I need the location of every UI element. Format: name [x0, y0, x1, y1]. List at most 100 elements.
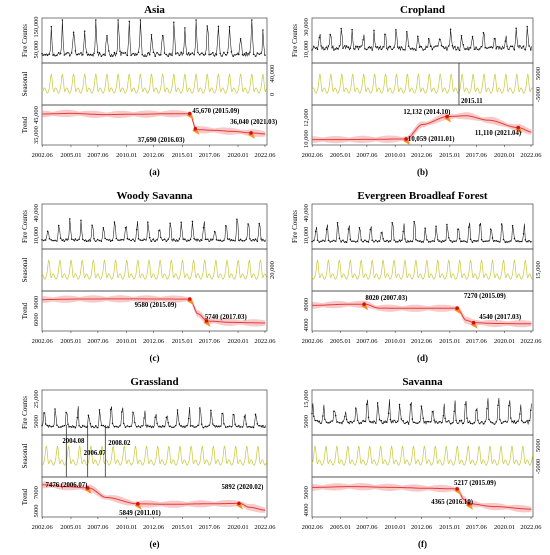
raw-point [221, 55, 223, 57]
raw-point [358, 227, 361, 229]
raw-point [145, 55, 147, 57]
y-tick-label: 10,000 [33, 227, 40, 245]
raw-point [488, 240, 490, 242]
raw-point [126, 54, 129, 57]
raw-point [491, 46, 494, 49]
chart-title: Grassland [130, 376, 178, 388]
raw-point [128, 425, 131, 428]
raw-point [264, 240, 266, 242]
raw-point [258, 424, 260, 427]
break-vline-label: 2015.11 [461, 98, 483, 105]
raw-point [135, 54, 138, 56]
raw-point [85, 240, 88, 243]
raw-point [132, 53, 134, 55]
raw-point [418, 240, 421, 242]
x-tick-label: 2010.01 [385, 152, 406, 159]
raw-point [178, 54, 181, 57]
raw-point [338, 422, 341, 424]
raw-point [311, 240, 313, 243]
raw-point [375, 45, 377, 48]
raw-point [378, 47, 381, 49]
raw-point [489, 46, 492, 49]
raw-point [165, 240, 168, 242]
raw-point [134, 421, 136, 424]
raw-point [333, 410, 335, 412]
raw-point [406, 241, 408, 243]
raw-point [182, 52, 184, 54]
raw-point [355, 45, 357, 47]
raw-point [446, 421, 448, 423]
raw-point [433, 46, 435, 48]
raw-point [121, 411, 123, 413]
raw-point [121, 238, 123, 241]
raw-point [254, 413, 257, 416]
raw-point [473, 240, 476, 242]
raw-point [375, 239, 377, 242]
raw-point [135, 228, 138, 231]
y-tick-label-right: 20,000 [269, 261, 276, 279]
raw-point [206, 425, 208, 428]
raw-series-line [311, 397, 532, 426]
raw-point [187, 417, 190, 420]
raw-point [395, 421, 397, 424]
raw-point [376, 240, 379, 243]
raw-point [500, 48, 503, 50]
y-tick-label-right: 5000 [535, 67, 542, 80]
y-tick-label-right: 5000 [535, 439, 542, 452]
raw-point [56, 240, 58, 242]
raw-point [477, 48, 479, 51]
y-tick-label: 40,000 [33, 204, 40, 222]
raw-point [232, 55, 234, 57]
raw-point [243, 53, 246, 55]
breakpoint-marker [454, 306, 462, 315]
break-vline-label: 2004.08 [62, 438, 85, 445]
raw-point [320, 240, 322, 242]
panel-frame-trend [41, 476, 268, 518]
raw-point [264, 426, 266, 428]
chart-subtitle: (c) [150, 353, 160, 363]
x-tick-label: 2002.06 [32, 152, 54, 159]
raw-point [435, 45, 437, 47]
raw-point [334, 48, 337, 50]
raw-point [316, 239, 319, 242]
raw-point [46, 54, 49, 56]
raw-point [369, 421, 372, 423]
raw-point [426, 46, 428, 49]
x-tick-label: 2015.01 [439, 152, 460, 159]
raw-point [208, 53, 210, 56]
breakpoint-marker [248, 130, 256, 139]
x-tick-label: 2010.01 [385, 338, 406, 345]
raw-point [236, 53, 238, 56]
raw-point [109, 240, 112, 242]
breakpoint-label: 9580 (2015.09) [135, 302, 177, 309]
raw-point [384, 33, 386, 36]
raw-point [67, 52, 69, 54]
raw-point [208, 424, 210, 427]
x-tick-label: 2005.01 [60, 338, 81, 345]
raw-point [464, 403, 466, 406]
raw-point [325, 421, 328, 424]
y-axis-label: Seasonal [21, 444, 29, 469]
raw-point [415, 49, 417, 51]
raw-point [204, 425, 207, 428]
raw-point [442, 414, 445, 417]
raw-point [353, 420, 355, 422]
raw-point [61, 19, 64, 21]
raw-point [187, 239, 190, 242]
raw-point [82, 53, 84, 56]
breakpoint-dot [471, 320, 476, 325]
raw-point [409, 48, 412, 50]
raw-point [83, 239, 86, 242]
raw-point [63, 424, 66, 427]
raw-point [150, 426, 153, 429]
raw-point [369, 228, 372, 231]
raw-point [189, 238, 192, 241]
y-axis-label: Trend [21, 302, 29, 319]
raw-point [318, 36, 321, 39]
raw-point [161, 239, 164, 241]
raw-point [122, 239, 125, 241]
y-tick-label: 4000 [303, 504, 310, 517]
raw-point [398, 403, 401, 406]
raw-point [360, 239, 362, 241]
raw-point [491, 237, 494, 239]
